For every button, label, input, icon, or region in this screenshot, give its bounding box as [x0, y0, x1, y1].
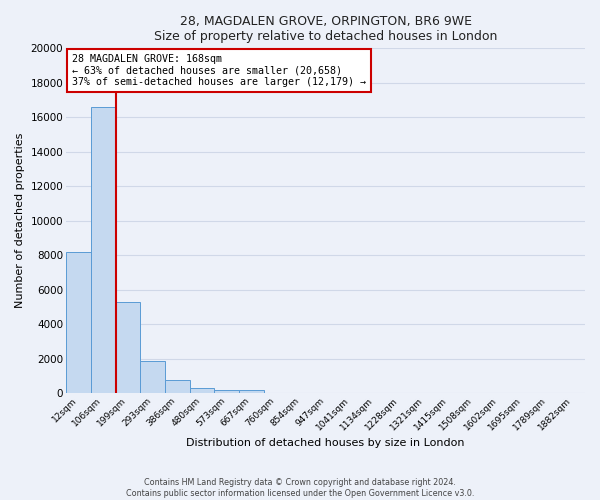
- Bar: [140, 361, 165, 393]
- Text: Contains HM Land Registry data © Crown copyright and database right 2024.
Contai: Contains HM Land Registry data © Crown c…: [126, 478, 474, 498]
- X-axis label: Distribution of detached houses by size in London: Distribution of detached houses by size …: [186, 438, 465, 448]
- Text: 28 MAGDALEN GROVE: 168sqm
← 63% of detached houses are smaller (20,658)
37% of s: 28 MAGDALEN GROVE: 168sqm ← 63% of detac…: [73, 54, 367, 86]
- Bar: [190, 388, 214, 393]
- Bar: [239, 390, 264, 393]
- Bar: [165, 380, 190, 393]
- Bar: [116, 302, 140, 393]
- Bar: [91, 107, 116, 393]
- Bar: [66, 252, 91, 393]
- Title: 28, MAGDALEN GROVE, ORPINGTON, BR6 9WE
Size of property relative to detached hou: 28, MAGDALEN GROVE, ORPINGTON, BR6 9WE S…: [154, 15, 497, 43]
- Bar: [214, 390, 239, 393]
- Y-axis label: Number of detached properties: Number of detached properties: [15, 133, 25, 308]
